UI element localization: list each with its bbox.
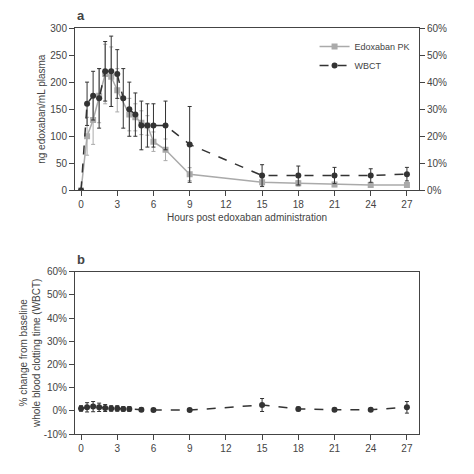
svg-text:18: 18 [293,443,305,454]
svg-text:0%: 0% [53,405,68,416]
svg-text:250: 250 [50,50,67,61]
svg-text:50%: 50% [47,289,67,300]
svg-text:100: 100 [50,131,67,142]
svg-text:0%: 0% [427,185,442,196]
svg-text:10%: 10% [47,382,67,393]
svg-text:24: 24 [365,443,377,454]
svg-text:24: 24 [365,199,377,210]
svg-text:% change from baselinewhole bl: % change from baselinewhole blood clotti… [18,279,42,428]
svg-text:40%: 40% [47,313,67,324]
svg-text:27: 27 [401,443,413,454]
svg-text:9: 9 [187,199,193,210]
svg-text:50%: 50% [427,50,447,61]
svg-text:3: 3 [114,199,120,210]
svg-text:0: 0 [78,443,84,454]
svg-text:21: 21 [329,443,341,454]
svg-text:Edoxaban PK: Edoxaban PK [355,42,410,52]
svg-text:WBCT: WBCT [355,61,382,71]
svg-text:0: 0 [61,185,67,196]
svg-text:60%: 60% [427,23,447,34]
svg-text:30%: 30% [47,336,67,347]
svg-text:150: 150 [50,104,67,115]
svg-text:18: 18 [293,199,305,210]
svg-text:0: 0 [78,199,84,210]
svg-text:12: 12 [220,199,232,210]
svg-text:b: b [77,252,85,267]
svg-text:15: 15 [257,443,269,454]
svg-text:10%: 10% [427,158,447,169]
svg-text:300: 300 [50,23,67,34]
svg-text:21: 21 [329,199,341,210]
svg-text:3: 3 [114,443,120,454]
svg-text:12: 12 [220,443,232,454]
svg-text:27: 27 [401,199,413,210]
svg-text:Hours post edoxaban administra: Hours post edoxaban administration [167,212,327,223]
svg-text:ng edoxaban/mL plasma: ng edoxaban/mL plasma [36,54,47,164]
svg-text:50: 50 [56,158,68,169]
svg-text:60%: 60% [47,266,67,277]
svg-text:200: 200 [50,77,67,88]
svg-text:-10%: -10% [44,429,67,440]
svg-text:20%: 20% [427,131,447,142]
svg-text:9: 9 [187,443,193,454]
svg-text:6: 6 [151,443,157,454]
svg-text:15: 15 [257,199,269,210]
svg-text:30%: 30% [427,104,447,115]
svg-text:6: 6 [151,199,157,210]
svg-text:a: a [77,8,85,23]
svg-text:20%: 20% [47,359,67,370]
svg-text:40%: 40% [427,77,447,88]
